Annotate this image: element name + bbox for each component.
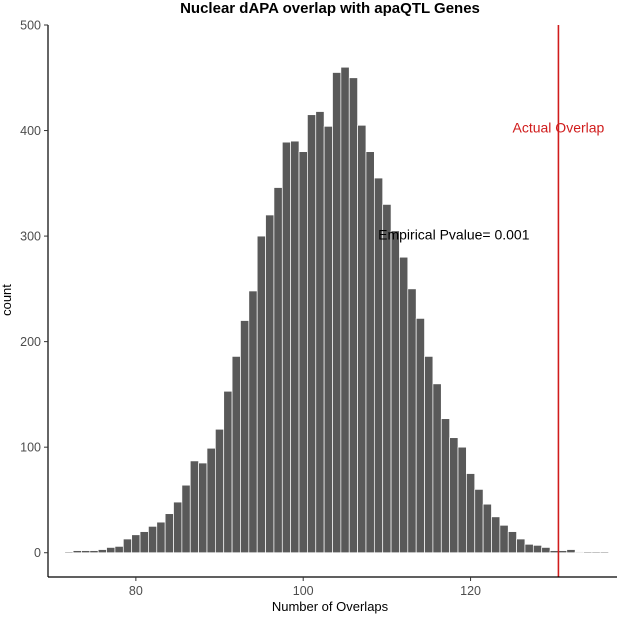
histogram-bar	[340, 66, 350, 554]
histogram-bar	[273, 187, 283, 554]
histogram-bar	[599, 551, 609, 554]
histogram-bar	[189, 460, 199, 554]
histogram-bar	[97, 549, 107, 554]
x-axis-title: Number of Overlaps	[272, 599, 389, 614]
histogram-bar	[399, 256, 409, 554]
x-tick-label: 100	[293, 584, 314, 598]
histogram-bar	[122, 538, 133, 554]
histogram-bar	[332, 72, 342, 554]
y-tick-label: 300	[20, 230, 41, 244]
y-axis-ticks: 0 100 200 300 400 500	[20, 19, 48, 560]
histogram-bar	[139, 531, 149, 554]
histogram-bar	[466, 473, 476, 554]
histogram-bar	[281, 141, 292, 554]
y-tick-label: 400	[20, 124, 41, 138]
histogram-bar	[482, 503, 492, 554]
histogram-bar	[407, 288, 417, 554]
bars-group	[64, 66, 609, 554]
histogram-bar	[424, 356, 434, 554]
y-axis-title: count	[0, 284, 14, 316]
histogram-bar	[72, 550, 82, 554]
histogram-bar	[315, 111, 325, 554]
y-tick-label: 0	[34, 546, 41, 560]
histogram-bar	[516, 538, 526, 554]
histogram-bar	[307, 114, 317, 554]
histogram-bar	[390, 230, 400, 554]
annotations-group: Empirical Pvalue= 0.001	[378, 226, 530, 242]
histogram-bar	[231, 356, 241, 554]
y-tick-label: 200	[20, 335, 41, 349]
chart-title: Nuclear dAPA overlap with apaQTL Genes	[180, 0, 480, 17]
histogram-bar	[114, 546, 124, 554]
pvalue-annotation: Empirical Pvalue= 0.001	[378, 226, 530, 242]
histogram-bar	[566, 549, 576, 554]
histogram-bar	[181, 484, 191, 554]
histogram-bar	[382, 204, 392, 554]
histogram-bar	[541, 547, 551, 554]
histogram-bar	[549, 550, 559, 554]
histogram-bar	[507, 531, 517, 554]
histogram-bar	[323, 125, 333, 554]
histogram-bar	[558, 550, 568, 554]
histogram-bar	[81, 550, 91, 554]
histogram-bar	[440, 418, 450, 554]
histogram-bar	[298, 151, 308, 554]
y-tick-label: 500	[20, 19, 41, 33]
x-axis-ticks: 80 100 120	[129, 577, 481, 598]
histogram-bar	[156, 521, 166, 554]
histogram-bar	[173, 501, 183, 554]
histogram-bar	[223, 390, 233, 554]
actual-overlap-label: Actual Overlap	[513, 120, 605, 136]
histogram-bar	[491, 516, 501, 554]
histogram-bar	[474, 489, 484, 554]
histogram-bar	[574, 551, 584, 554]
histogram-bar	[164, 513, 174, 554]
histogram-bar	[348, 77, 358, 554]
x-tick-label: 80	[129, 584, 143, 598]
histogram-bar	[106, 547, 116, 554]
y-tick-label: 100	[20, 441, 41, 455]
histogram-bar	[148, 525, 158, 554]
histogram-bar	[256, 235, 266, 554]
histogram-bar	[357, 124, 367, 554]
histogram-bar	[64, 551, 74, 554]
reference-line-group: Actual Overlap	[513, 25, 605, 577]
histogram-bar	[240, 320, 250, 554]
histogram-bar	[415, 318, 425, 554]
histogram-bar	[432, 383, 442, 554]
histogram-bar	[131, 534, 141, 554]
histogram-bar	[206, 447, 216, 554]
histogram-bar	[248, 290, 258, 554]
histogram-bar	[457, 446, 467, 554]
histogram-bar	[583, 551, 593, 554]
histogram-bar	[591, 551, 601, 554]
histogram-bar	[499, 524, 509, 554]
histogram-bar	[265, 214, 275, 554]
histogram-bar	[449, 437, 459, 554]
histogram-bar	[215, 428, 225, 554]
histogram-bar	[290, 140, 300, 554]
x-tick-label: 120	[460, 584, 481, 598]
histogram-bar	[89, 550, 99, 554]
histogram-bar	[524, 543, 534, 554]
histogram-bar	[198, 462, 208, 554]
histogram-bar	[365, 151, 375, 554]
histogram-bar	[532, 544, 543, 554]
